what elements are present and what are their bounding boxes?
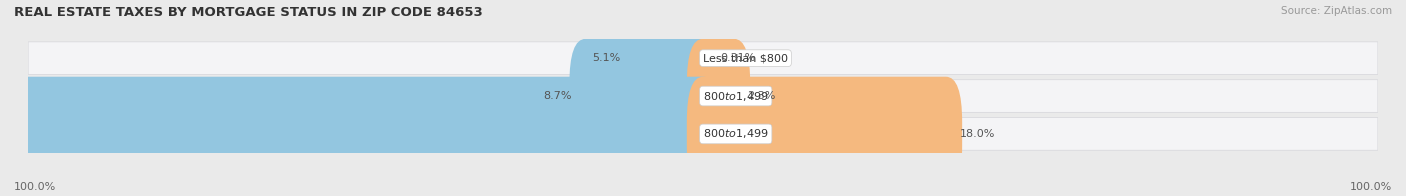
FancyBboxPatch shape	[28, 42, 1378, 74]
Text: 100.0%: 100.0%	[1350, 182, 1392, 192]
FancyBboxPatch shape	[28, 118, 1378, 150]
Text: Source: ZipAtlas.com: Source: ZipAtlas.com	[1281, 6, 1392, 16]
FancyBboxPatch shape	[569, 39, 720, 153]
FancyBboxPatch shape	[686, 1, 723, 115]
FancyBboxPatch shape	[0, 77, 720, 191]
Text: REAL ESTATE TAXES BY MORTGAGE STATUS IN ZIP CODE 84653: REAL ESTATE TAXES BY MORTGAGE STATUS IN …	[14, 6, 482, 19]
Text: 0.31%: 0.31%	[721, 53, 756, 63]
FancyBboxPatch shape	[686, 39, 751, 153]
Text: 100.0%: 100.0%	[14, 182, 56, 192]
Text: $800 to $1,499: $800 to $1,499	[703, 127, 769, 140]
Text: 8.7%: 8.7%	[544, 91, 572, 101]
FancyBboxPatch shape	[28, 80, 1378, 112]
Text: 18.0%: 18.0%	[959, 129, 995, 139]
Text: $800 to $1,499: $800 to $1,499	[703, 90, 769, 103]
FancyBboxPatch shape	[686, 77, 962, 191]
Text: 2.3%: 2.3%	[748, 91, 776, 101]
FancyBboxPatch shape	[619, 1, 720, 115]
Text: 5.1%: 5.1%	[592, 53, 620, 63]
Text: Less than $800: Less than $800	[703, 53, 787, 63]
